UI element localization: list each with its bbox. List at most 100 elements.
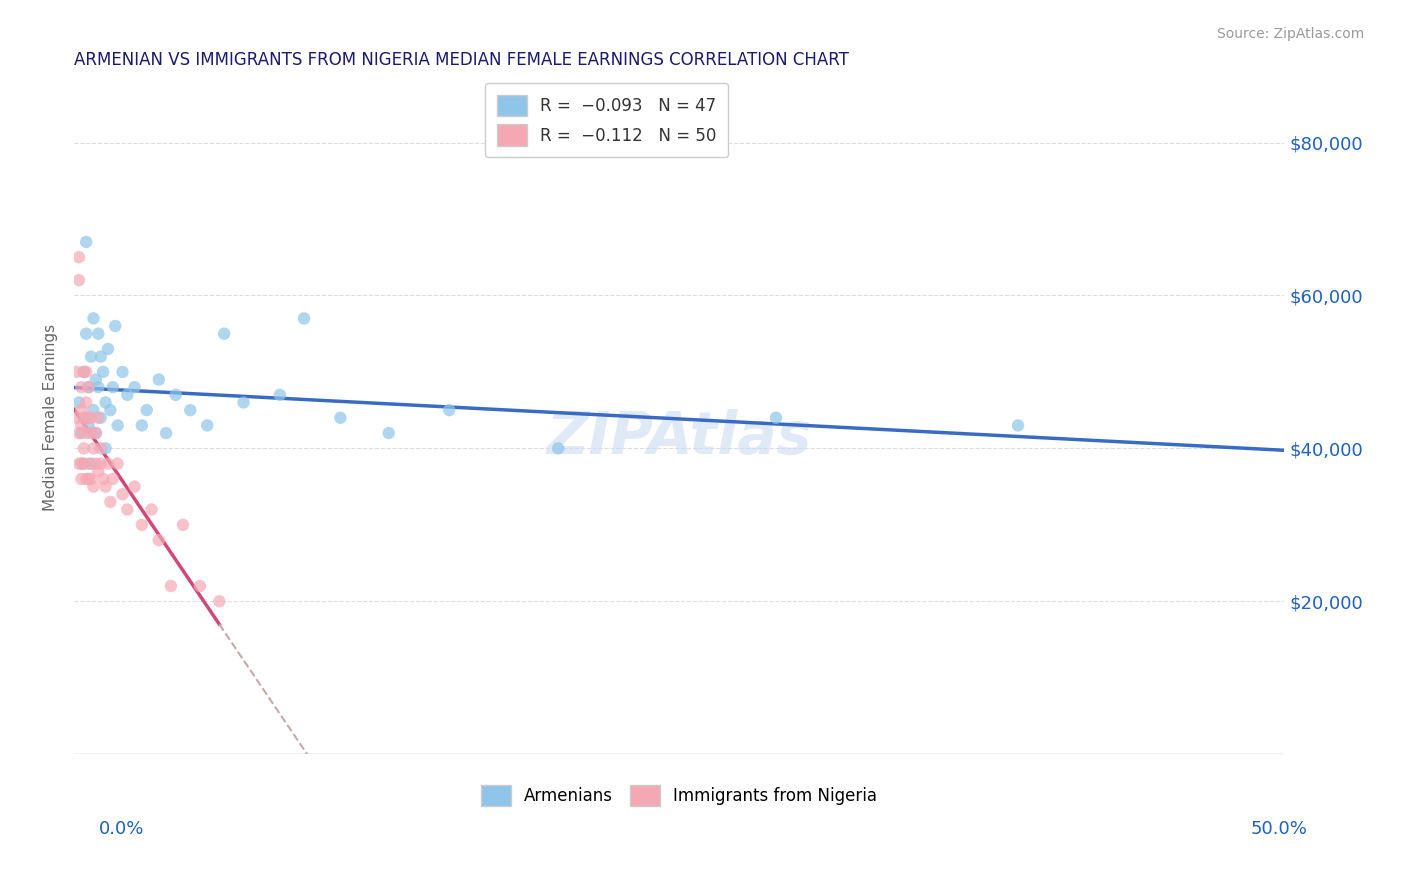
Point <box>70 418 93 433</box>
Point <box>377 426 399 441</box>
Point <box>73 457 96 471</box>
Point <box>117 388 139 402</box>
Point <box>87 326 110 341</box>
Point <box>87 380 110 394</box>
Point <box>131 517 153 532</box>
Point <box>82 442 104 456</box>
Point <box>87 410 110 425</box>
Point <box>269 388 291 402</box>
Point <box>104 318 127 333</box>
Point <box>100 495 122 509</box>
Point <box>232 395 254 409</box>
Point <box>439 403 461 417</box>
Point <box>70 472 93 486</box>
Legend: Armenians, Immigrants from Nigeria: Armenians, Immigrants from Nigeria <box>474 779 884 814</box>
Text: ZIPAtlas: ZIPAtlas <box>547 409 811 467</box>
Point <box>80 350 103 364</box>
Point <box>73 457 96 471</box>
Point <box>131 418 153 433</box>
Point <box>70 457 93 471</box>
Point <box>77 472 100 486</box>
Point <box>100 403 122 417</box>
Point <box>84 457 107 471</box>
Point <box>91 472 114 486</box>
Point <box>155 426 177 441</box>
Point <box>75 326 97 341</box>
Text: ARMENIAN VS IMMIGRANTS FROM NIGERIA MEDIAN FEMALE EARNINGS CORRELATION CHART: ARMENIAN VS IMMIGRANTS FROM NIGERIA MEDI… <box>75 51 849 69</box>
Point <box>84 373 107 387</box>
Point <box>90 442 112 456</box>
Point <box>73 365 96 379</box>
Point <box>82 311 104 326</box>
Point <box>329 410 352 425</box>
Point <box>101 380 124 394</box>
Point <box>67 395 90 409</box>
Point <box>97 457 120 471</box>
Point <box>111 487 134 501</box>
Point <box>73 410 96 425</box>
Point <box>75 365 97 379</box>
Point <box>75 395 97 409</box>
Text: Source: ZipAtlas.com: Source: ZipAtlas.com <box>1216 27 1364 41</box>
Point <box>80 426 103 441</box>
Point <box>77 418 100 433</box>
Point <box>73 442 96 456</box>
Point <box>70 403 93 417</box>
Point <box>124 480 146 494</box>
Point <box>75 235 97 249</box>
Point <box>87 464 110 478</box>
Point <box>165 388 187 402</box>
Point <box>160 579 183 593</box>
Point <box>107 418 129 433</box>
Point <box>77 380 100 394</box>
Point <box>84 426 107 441</box>
Point <box>135 403 157 417</box>
Point <box>188 579 211 593</box>
Point <box>65 365 87 379</box>
Point <box>77 380 100 394</box>
Point <box>172 517 194 532</box>
Point <box>82 403 104 417</box>
Point <box>75 426 97 441</box>
Point <box>212 326 235 341</box>
Point <box>101 472 124 486</box>
Point <box>765 410 787 425</box>
Point <box>67 250 90 264</box>
Point <box>80 472 103 486</box>
Point <box>292 311 315 326</box>
Point <box>90 457 112 471</box>
Point <box>70 426 93 441</box>
Point <box>80 410 103 425</box>
Point <box>141 502 163 516</box>
Point <box>195 418 218 433</box>
Point <box>91 365 114 379</box>
Point <box>148 373 170 387</box>
Point <box>94 480 117 494</box>
Point <box>1007 418 1029 433</box>
Point <box>84 426 107 441</box>
Point <box>97 342 120 356</box>
Point <box>179 403 201 417</box>
Point <box>70 380 93 394</box>
Point <box>117 502 139 516</box>
Point <box>82 480 104 494</box>
Point <box>67 273 90 287</box>
Point <box>94 395 117 409</box>
Point <box>67 457 90 471</box>
Point <box>208 594 231 608</box>
Point <box>94 442 117 456</box>
Y-axis label: Median Female Earnings: Median Female Earnings <box>44 324 58 511</box>
Point <box>107 457 129 471</box>
Point <box>547 442 569 456</box>
Point <box>65 410 87 425</box>
Point <box>90 410 112 425</box>
Point <box>75 410 97 425</box>
Point <box>77 457 100 471</box>
Point <box>124 380 146 394</box>
Point <box>77 410 100 425</box>
Point <box>67 426 90 441</box>
Text: 50.0%: 50.0% <box>1251 820 1308 838</box>
Point <box>75 472 97 486</box>
Point <box>73 365 96 379</box>
Point <box>111 365 134 379</box>
